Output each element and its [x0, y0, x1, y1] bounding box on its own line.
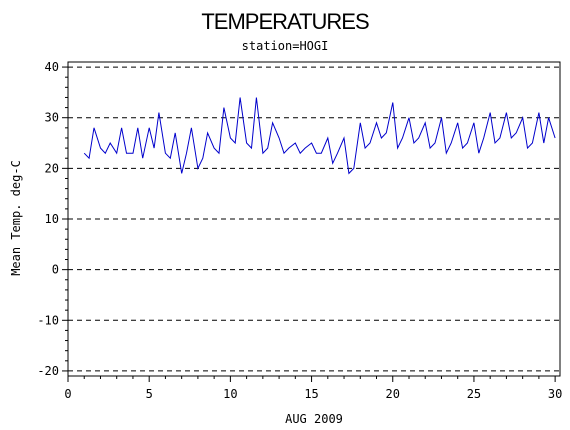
y-tick-label--20: -20	[37, 364, 59, 378]
grid-lines	[68, 66, 560, 372]
x-tick-label-15: 15	[304, 387, 318, 401]
series-group	[83, 97, 556, 175]
y-tick-label-20: 20	[45, 161, 59, 175]
y-axis-label: Mean Temp. deg-C	[9, 160, 23, 276]
y-tick-label-10: 10	[45, 212, 59, 226]
y-tick-label-40: 40	[45, 60, 59, 74]
x-tick-label-10: 10	[223, 387, 237, 401]
x-tick-label-25: 25	[467, 387, 481, 401]
x-axis-label: AUG 2009	[285, 412, 343, 426]
y-axis: -20 -10 0 10 20 30 40	[37, 60, 68, 378]
chart-title: TEMPERATURES	[201, 9, 369, 34]
x-tick-label-5: 5	[146, 387, 153, 401]
x-tick-label-0: 0	[64, 387, 71, 401]
series-line-0	[83, 97, 556, 175]
chart-subtitle: station=HOGI	[242, 39, 329, 53]
y-tick-label-0: 0	[52, 263, 59, 277]
x-axis: 0 5 10 15 20 25 30	[64, 376, 562, 401]
y-tick-label--10: -10	[37, 313, 59, 327]
x-tick-label-20: 20	[386, 387, 400, 401]
y-tick-label-30: 30	[45, 111, 59, 125]
x-tick-label-30: 30	[548, 387, 562, 401]
